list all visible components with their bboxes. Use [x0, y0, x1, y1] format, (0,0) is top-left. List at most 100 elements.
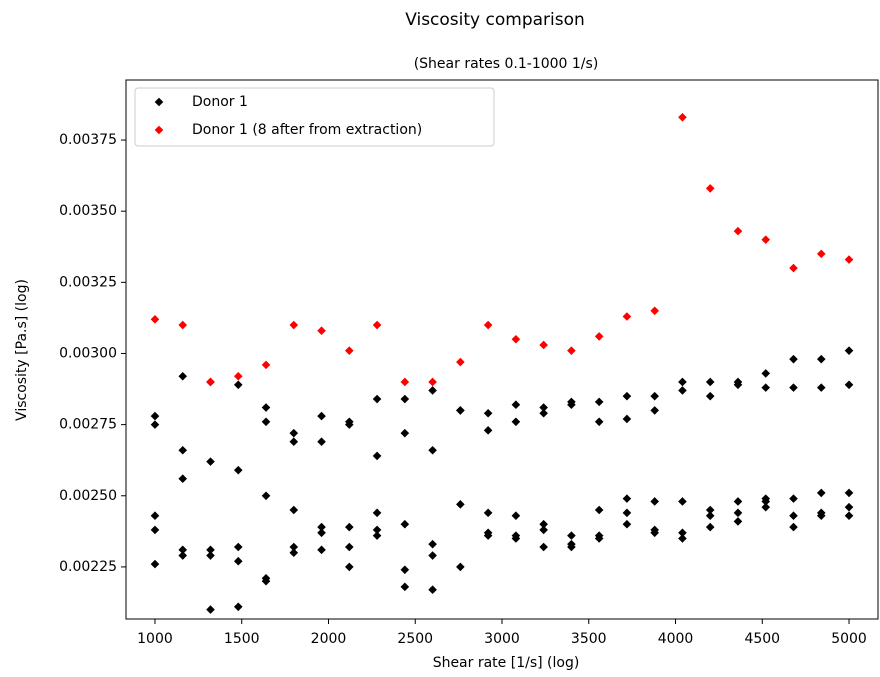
data-point: [206, 605, 215, 614]
data-point: [511, 400, 521, 410]
data-point: [816, 488, 826, 498]
data-point: [400, 519, 410, 529]
data-point: [539, 408, 548, 418]
data-point: [317, 528, 326, 538]
data-point: [400, 582, 410, 592]
data-point: [233, 465, 243, 475]
legend-box: [134, 87, 495, 147]
data-point: [678, 112, 687, 122]
data-point: [816, 249, 826, 259]
data-point: [483, 508, 493, 518]
data-point: [733, 380, 743, 390]
data-point: [483, 531, 493, 540]
data-point: [650, 497, 659, 506]
x-tick-label: 4000: [658, 631, 694, 647]
data-point: [678, 528, 687, 538]
data-point: [345, 522, 354, 532]
data-point: [372, 531, 382, 540]
data-point: [289, 428, 299, 438]
data-point: [317, 522, 326, 532]
data-point: [844, 380, 854, 390]
data-point: [178, 371, 188, 381]
data-point: [761, 502, 771, 512]
data-point: [289, 505, 299, 515]
y-tick-label: 0.00250: [59, 488, 117, 504]
legend-marker: [154, 125, 164, 135]
data-point: [428, 377, 437, 387]
data-point: [567, 542, 576, 552]
data-point: [622, 312, 632, 321]
data-point: [789, 263, 798, 273]
data-point: [678, 377, 687, 387]
data-point: [261, 417, 271, 427]
data-point: [261, 491, 271, 501]
data-point: [789, 522, 798, 532]
data-point: [650, 406, 659, 415]
data-point: [705, 511, 715, 520]
data-point: [372, 320, 382, 330]
legend-label: Donor 1: [192, 94, 248, 110]
data-point: [178, 545, 188, 555]
y-tick-label: 0.00325: [59, 274, 117, 290]
x-tick-label: 2000: [311, 631, 347, 647]
data-point: [428, 551, 437, 560]
data-point: [372, 394, 382, 404]
data-point: [261, 360, 271, 370]
data-point: [539, 403, 548, 412]
data-point: [622, 519, 632, 529]
x-tick-label: 2500: [397, 631, 433, 647]
y-tick-label: 0.00350: [59, 203, 117, 219]
data-point: [345, 420, 354, 429]
data-point: [539, 340, 548, 350]
data-point: [317, 411, 326, 421]
data-point: [456, 500, 465, 509]
data-point: [733, 508, 743, 518]
data-point: [178, 445, 188, 455]
data-point: [289, 542, 299, 552]
data-point: [705, 391, 715, 401]
data-point: [816, 383, 826, 392]
data-point: [456, 357, 465, 367]
chart-subtitle: (Shear rates 0.1-1000 1/s): [414, 56, 599, 72]
data-point: [539, 542, 548, 552]
data-point: [150, 511, 160, 520]
data-point: [233, 556, 243, 566]
data-point: [483, 408, 493, 418]
data-point: [345, 346, 354, 355]
data-point: [206, 545, 215, 555]
data-point: [594, 397, 604, 407]
data-point: [150, 559, 160, 569]
data-point: [789, 494, 798, 503]
data-point: [844, 488, 854, 498]
data-point: [733, 497, 743, 506]
y-tick-label: 0.00375: [59, 132, 117, 148]
data-point: [789, 383, 798, 392]
data-point: [206, 457, 215, 466]
data-point: [511, 334, 521, 344]
legend-label: Donor 1 (8 after from extraction): [192, 122, 422, 138]
data-point: [844, 255, 854, 264]
data-point: [567, 346, 576, 355]
data-point: [511, 511, 521, 520]
data-point: [400, 394, 410, 404]
x-axis-label: Shear rate [1/s] (log): [433, 655, 580, 671]
plot-frame: [125, 79, 879, 620]
data-point: [400, 377, 410, 387]
data-point: [567, 400, 576, 410]
data-point: [261, 576, 271, 586]
data-point: [622, 508, 632, 518]
data-point: [761, 383, 771, 392]
data-point: [678, 497, 687, 506]
data-point: [650, 528, 659, 538]
legend-marker: [154, 97, 164, 107]
data-point: [428, 585, 437, 594]
data-point: [761, 235, 771, 244]
data-point: [483, 320, 493, 330]
data-point: [428, 539, 437, 549]
data-point: [289, 320, 299, 330]
data-point: [261, 403, 271, 412]
data-point: [317, 437, 326, 447]
data-point: [150, 315, 160, 324]
data-point: [289, 437, 299, 447]
data-point: [428, 386, 437, 395]
